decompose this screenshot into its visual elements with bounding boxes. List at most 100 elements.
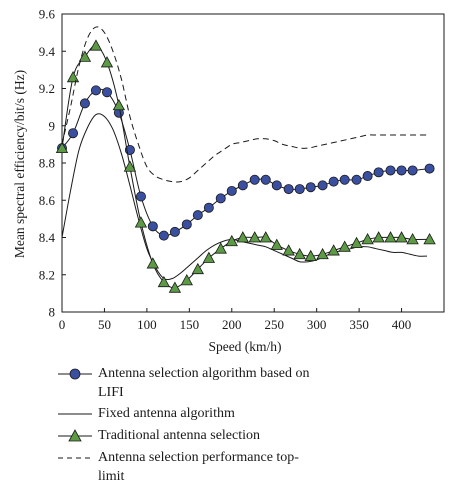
data-point-triangle — [123, 160, 137, 172]
data-point-triangle — [316, 247, 329, 260]
legend-swatch-circle — [58, 368, 92, 380]
data-point-triangle — [78, 50, 92, 62]
data-point-triangle — [248, 231, 261, 243]
series-traditional — [55, 39, 436, 293]
data-point-circle — [101, 87, 112, 98]
line-chart: 0 50 100 150 200 250 300 350 400 8 8.2 8.4 8.6 8.8 9 9.… — [12, 7, 445, 354]
data-point-circle — [90, 85, 101, 96]
x-tick-label: 250 — [264, 317, 284, 332]
data-point-triangle — [338, 240, 351, 252]
data-point-circle — [68, 128, 79, 139]
data-point-circle — [260, 174, 271, 185]
data-point-triangle — [304, 249, 317, 262]
data-point-circle — [385, 165, 396, 176]
data-point-triangle — [327, 244, 340, 256]
data-point-triangle — [168, 281, 182, 293]
x-tick-label: 350 — [349, 317, 369, 332]
data-point-circle — [396, 165, 407, 176]
data-point-circle — [135, 191, 146, 202]
data-point-circle — [283, 184, 294, 195]
data-point-triangle — [225, 234, 238, 247]
legend-label: Antenna selection algorithm based on LIF… — [98, 366, 310, 400]
y-tick-label: 9 — [49, 118, 56, 133]
data-point-triangle — [134, 216, 148, 228]
data-point-circle — [373, 167, 384, 178]
data-point-circle — [147, 221, 158, 232]
data-point-triangle — [112, 98, 126, 111]
y-tick-label: 8.4 — [39, 230, 56, 245]
legend: Antenna selection algorithm based on LIF… — [58, 364, 448, 488]
data-point-triangle — [406, 233, 419, 245]
plot-area-border — [61, 13, 445, 313]
legend-item-traditional: Traditional antenna selection — [58, 426, 448, 446]
data-point-triangle — [361, 233, 374, 245]
data-point-circle — [294, 184, 305, 195]
x-tick-label: 50 — [98, 317, 111, 332]
data-point-triangle — [423, 233, 436, 245]
data-point-circle — [305, 182, 316, 193]
legend-item-lifi: Antenna selection algorithm based on LIF… — [58, 364, 448, 402]
data-point-circle — [407, 165, 418, 176]
data-point-triangle — [55, 141, 69, 154]
x-tick-label: 300 — [307, 317, 327, 332]
x-tick-label: 100 — [137, 317, 157, 332]
x-tick-label: 0 — [59, 317, 66, 332]
data-point-triangle — [146, 257, 160, 269]
data-point-triangle — [270, 238, 283, 250]
series-line — [61, 45, 430, 289]
data-point-circle — [424, 163, 435, 174]
data-point-circle — [237, 180, 248, 191]
data-point-triangle — [293, 247, 306, 260]
data-point-triangle — [350, 236, 363, 248]
y-tick-label: 9.4 — [39, 44, 56, 59]
data-point-triangle — [89, 39, 103, 51]
legend-item-fixed: Fixed antenna algorithm — [58, 404, 448, 424]
plot-frame — [61, 13, 445, 313]
data-point-circle — [271, 180, 282, 191]
data-point-circle — [339, 174, 350, 185]
series-line — [61, 26, 428, 183]
data-point-circle — [317, 180, 328, 191]
y-tick-label: 8.2 — [39, 267, 55, 282]
data-point-triangle — [157, 275, 171, 288]
series-line — [61, 113, 428, 281]
data-point-circle — [192, 210, 203, 221]
data-point-circle — [215, 193, 226, 204]
data-point-circle — [158, 230, 169, 241]
data-point-triangle — [395, 231, 408, 243]
data-point-circle — [203, 202, 214, 213]
legend-swatch-solid — [58, 413, 92, 415]
data-point-triangle — [259, 231, 272, 243]
data-point-triangle — [66, 70, 80, 83]
data-point-circle — [181, 219, 192, 230]
x-tick-label: 150 — [180, 317, 200, 332]
data-point-triangle — [180, 274, 193, 286]
y-tick-label: 9.2 — [39, 81, 55, 96]
x-axis-label: Speed (km/h) — [208, 339, 281, 354]
series-layer — [55, 26, 436, 293]
x-tick-label: 400 — [392, 317, 412, 332]
data-point-triangle — [282, 244, 295, 256]
series-lifi — [57, 85, 435, 241]
y-tick-label: 9.6 — [39, 7, 56, 22]
legend-swatch-triangle — [58, 429, 92, 442]
x-tick-label: 200 — [222, 317, 242, 332]
legend-label: Fixed antenna algorithm — [98, 406, 235, 421]
data-point-circle — [226, 185, 237, 196]
data-point-triangle — [236, 231, 249, 243]
legend-label: Antenna selection performance top-limit — [98, 450, 299, 484]
series-top-limit — [61, 26, 428, 183]
data-point-triangle — [384, 231, 397, 243]
legend-swatch-dashed — [58, 457, 92, 459]
y-tick-label: 8.8 — [39, 156, 55, 171]
data-point-triangle — [100, 56, 114, 68]
y-tick-label: 8 — [49, 305, 56, 320]
legend-item-top-limit: Antenna selection performance top-limit — [58, 448, 448, 486]
data-point-triangle — [214, 242, 227, 254]
data-point-circle — [169, 226, 180, 237]
data-point-triangle — [202, 251, 216, 263]
data-point-triangle — [191, 262, 204, 275]
data-point-circle — [79, 98, 90, 109]
data-point-circle — [362, 171, 373, 182]
y-tick-label: 8.6 — [39, 193, 56, 208]
